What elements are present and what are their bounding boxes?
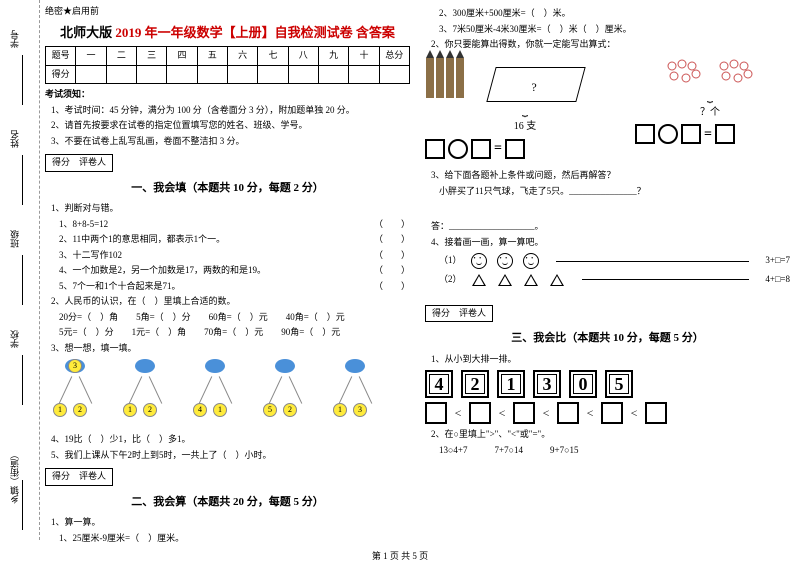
triangle-icon: [498, 274, 512, 286]
q3-1-line: 小胖买了11只气球，飞走了5只。_______________？: [439, 185, 790, 199]
number-boxes: 4 2 1 3 0 5: [425, 370, 790, 398]
answer-line: 答：___________________。: [431, 220, 790, 234]
vlabel-town: 乡镇（街道）: [8, 450, 21, 504]
q2-1-3: 3、7米50厘米-4米30厘米=（ ）米（ ）厘米。: [439, 23, 790, 37]
cmp-line: 13○4+7 7+7○14 9+7○15: [439, 444, 790, 458]
q2-1-1: 1、25厘米-9厘米=（ ）厘米。: [59, 532, 410, 546]
q3-sec-1: 1、从小到大排一排。: [431, 353, 790, 367]
pencil-eraser-diagram: ⏟16 支 = ⏟？个 =: [425, 58, 790, 164]
brace-label: ⏟16 支: [425, 104, 625, 134]
compare-row: < < < < <: [425, 402, 790, 424]
vlabel-id: 学号: [8, 30, 21, 48]
notice-item: 3、不要在试卷上乱写乱画，卷面不整洁扣 3 分。: [51, 135, 410, 149]
q3-sec-2: 2、在○里填上">"、"<"或"="。: [431, 428, 790, 442]
page-content: 绝密★启用前 北师大版 2019 年一年级数学【上册】自我检测试卷 含答案 题号…: [45, 5, 795, 545]
section-2-title: 二、我会算（本题共 20 分，每题 5 分）: [45, 494, 410, 511]
page-footer: 第 1 页 共 5 页: [0, 549, 800, 562]
flowers-diagram: [635, 58, 785, 88]
ball-diagram: 3 12 12 41 52 13: [45, 359, 410, 429]
table-row: 题号一二三四五六七八九十总分: [46, 47, 410, 66]
vlabel-name: 姓名: [8, 130, 21, 148]
notice-heading: 考试须知：: [45, 88, 410, 102]
q2-text: 2、人民币的认识，在（ ）里填上合适的数。: [51, 295, 410, 309]
face-equation: （1） 3+□=7: [439, 253, 790, 269]
binding-margin: 学号 姓名 班级 学校 乡镇（街道）: [0, 0, 40, 540]
left-column: 绝密★启用前 北师大版 2019 年一年级数学【上册】自我检测试卷 含答案 题号…: [45, 5, 410, 545]
q1-item: 4、一个加数是2，另一个加数是17，两数的和是19。（ ）: [59, 264, 410, 278]
q1-item: 5、7个一和1个十合起来是71。（ ）: [59, 280, 410, 294]
confidential-label: 绝密★启用前: [45, 5, 410, 19]
q2-1-2: 2、300厘米+500厘米=（ ）米。: [439, 7, 790, 21]
equation-row: =: [635, 124, 785, 145]
triangle-icon: [472, 274, 486, 286]
q2-2: 2、你只要能算出得数，你就一定能写出算式：: [431, 38, 790, 52]
triangle-equation: （2） 4+□=8: [439, 273, 790, 287]
q1-item: 1、8+8-5=12（ ）: [59, 218, 410, 232]
scorer-box: 得分 评卷人: [45, 468, 113, 486]
q1-item: 2、11中两个1的意思相同，都表示1个一。（ ）: [59, 233, 410, 247]
q2-line: 5元=（ ）分 1元=（ ）角 70角=（ ）元 90角=（ ）元: [59, 326, 410, 340]
q2-1: 1、算一算。: [51, 516, 410, 530]
section-1-title: 一、我会填（本题共 10 分，每题 2 分）: [45, 180, 410, 197]
brace-label: ⏟？个: [635, 90, 785, 120]
smiley-icon: [497, 253, 513, 269]
exam-title: 北师大版 2019 年一年级数学【上册】自我检测试卷 含答案: [45, 23, 410, 43]
triangle-icon: [550, 274, 564, 286]
scorer-box: 得分 评卷人: [425, 305, 493, 323]
section-3-title: 三、我会比（本题共 10 分，每题 5 分）: [425, 330, 790, 347]
eraser-icon: [486, 67, 585, 102]
q1-title: 1、判断对与错。: [51, 202, 410, 216]
smiley-icon: [523, 253, 539, 269]
q1-item: 3、十二写作102（ ）: [59, 249, 410, 263]
q3-1: 3、给下面各题补上条件或问题，然后再解答？: [431, 169, 790, 183]
triangle-icon: [524, 274, 538, 286]
notice-item: 2、请首先按要求在试卷的指定位置填写您的姓名、班级、学号。: [51, 119, 410, 133]
notice-item: 1、考试时间：45 分钟，满分为 100 分（含卷面分 3 分），附加题单独 2…: [51, 104, 410, 118]
q3-text: 3、想一想，填一填。: [51, 342, 410, 356]
right-column: 2、300厘米+500厘米=（ ）米。 3、7米50厘米-4米30厘米=（ ）米…: [425, 5, 790, 545]
q4-1: 4、接着画一画，算一算吧。: [431, 236, 790, 250]
vlabel-class: 班级: [8, 230, 21, 248]
equation-row: =: [425, 138, 625, 159]
pencils-icon: [425, 58, 485, 103]
q4-text: 4、19比（ ）少1，比（ ）多1。: [51, 433, 410, 447]
q2-line: 20分=（ ）角 5角=（ ）分 60角=（ ）元 40角=（ ）元: [59, 311, 410, 325]
q5-text: 5、我们上课从下午2时上到5时，一共上了（ ）小时。: [51, 449, 410, 463]
vlabel-school: 学校: [8, 330, 21, 348]
scorer-box: 得分 评卷人: [45, 154, 113, 172]
smiley-icon: [471, 253, 487, 269]
score-table: 题号一二三四五六七八九十总分 得分: [45, 46, 410, 84]
table-row: 得分: [46, 65, 410, 84]
